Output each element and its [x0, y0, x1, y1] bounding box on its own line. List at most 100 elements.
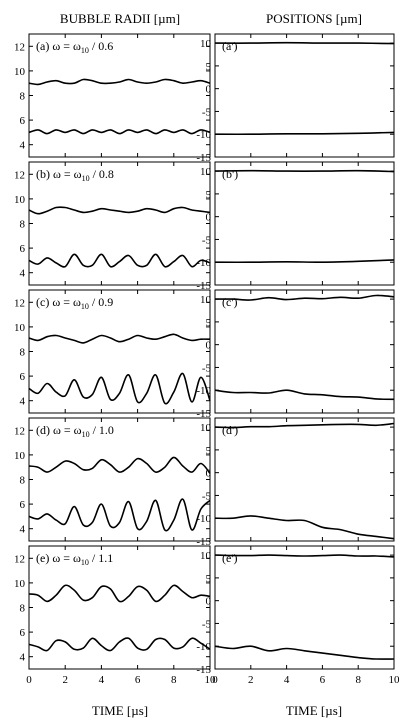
series-line-b-1 — [28, 206, 211, 215]
series-line-c-prime-1 — [214, 294, 395, 301]
x-tick-label: 8 — [171, 674, 177, 686]
y-tick-label: 4 — [20, 140, 26, 152]
left-x-axis-label: TIME [µs] — [92, 703, 148, 718]
series-line-e-prime-1 — [214, 554, 395, 558]
panel-c: 4 6 8 10 12 (c) ω = ω10 / 0.9 — [14, 289, 211, 414]
y-tick-label: 5 — [206, 573, 212, 585]
y-tick-label: -10 — [196, 385, 211, 397]
x-tick-label: 6 — [135, 674, 141, 686]
x-tick-label: 10 — [205, 674, 217, 686]
y-tick-label: 4 — [20, 268, 26, 280]
y-tick-label: -15 — [196, 408, 211, 420]
panel-frame-d-prime — [214, 417, 395, 542]
y-tick-label: -10 — [196, 513, 211, 525]
series-line-a-2 — [28, 129, 211, 135]
y-tick-label: 6 — [20, 627, 26, 639]
panel-frame-a-prime — [214, 33, 395, 158]
y-tick-label: 5 — [206, 189, 212, 201]
series-line-c-prime-2 — [214, 389, 395, 401]
y-tick-label: -5 — [202, 490, 212, 502]
y-tick-label: 10 — [14, 194, 26, 206]
y-tick-label: 5 — [206, 317, 212, 329]
y-tick-label: 0 — [206, 84, 212, 96]
y-tick-label: -15 — [196, 664, 211, 676]
y-tick-label: 10 — [200, 294, 212, 306]
series-line-d-1 — [28, 456, 211, 474]
y-tick-label: 12 — [14, 169, 25, 181]
right-x-axis-label: TIME [µs] — [286, 703, 342, 718]
y-tick-label: 8 — [20, 347, 26, 359]
series-line-e-1 — [28, 584, 211, 603]
panel-label-a: (a) ω = ω10 / 0.6 — [36, 39, 113, 55]
y-tick-label: 6 — [20, 243, 26, 255]
series-line-a-1 — [28, 78, 211, 86]
y-tick-label: -5 — [202, 106, 212, 118]
y-tick-label: 12 — [14, 41, 25, 53]
panel-a-prime: -15 -10 -5 0 5 10 (a') — [196, 33, 395, 164]
series-line-b-2 — [28, 253, 211, 268]
series-line-b-prime-2 — [214, 259, 395, 264]
y-tick-label: 12 — [14, 425, 25, 437]
panel-label-c-prime: (c') — [222, 295, 237, 309]
y-tick-label: -15 — [196, 152, 211, 164]
panel-c-prime: -15 -10 -5 0 5 10 (c') — [196, 289, 395, 420]
x-tick-label: 0 — [212, 674, 218, 686]
series-line-e-2 — [28, 637, 211, 652]
series-line-d-2 — [28, 498, 211, 532]
panel-label-d-prime: (d') — [222, 423, 238, 437]
y-tick-label: -10 — [196, 129, 211, 141]
series-line-a-prime-2 — [214, 131, 395, 136]
y-tick-label: 5 — [206, 61, 212, 73]
y-tick-label: 8 — [20, 219, 26, 231]
panel-label-c: (c) ω = ω10 / 0.9 — [36, 295, 113, 311]
y-tick-label: 10 — [200, 38, 212, 50]
x-tick-label: 10 — [389, 674, 401, 686]
panel-label-b: (b) ω = ω10 / 0.8 — [36, 167, 114, 183]
right-column-title: POSITIONS [µm] — [266, 11, 362, 26]
series-line-d-prime-1 — [214, 422, 395, 429]
panel-label-b-prime: (b') — [222, 167, 238, 181]
y-tick-label: -10 — [196, 257, 211, 269]
y-tick-label: 10 — [14, 322, 26, 334]
series-line-b-prime-1 — [214, 169, 395, 173]
panel-d: 4 6 8 10 12 (d) ω = ω10 / 1.0 — [14, 417, 211, 542]
y-tick-label: -10 — [196, 641, 211, 653]
y-tick-label: 8 — [20, 475, 26, 487]
y-tick-label: 6 — [20, 115, 26, 127]
y-tick-label: 8 — [20, 91, 26, 103]
y-tick-label: 5 — [206, 445, 212, 457]
y-tick-label: -5 — [202, 234, 212, 246]
y-tick-label: 10 — [200, 550, 212, 562]
panel-label-a-prime: (a') — [222, 39, 237, 53]
left-column-title: BUBBLE RADII [µm] — [60, 11, 180, 26]
y-tick-label: 10 — [14, 66, 26, 78]
y-tick-label: 4 — [20, 396, 26, 408]
panel-grid: 4 6 8 10 12 (a) ω = ω10 / 0.6 -15 -10 -5 0 5 10 (a')… — [14, 33, 401, 686]
y-tick-label: -15 — [196, 536, 211, 548]
panel-frame-c-prime — [214, 289, 395, 414]
y-tick-label: 6 — [20, 499, 26, 511]
y-tick-label: 0 — [206, 340, 212, 352]
x-tick-label: 2 — [62, 674, 68, 686]
y-tick-label: 10 — [200, 422, 212, 434]
series-line-e-prime-2 — [214, 645, 395, 660]
series-line-c-2 — [28, 372, 211, 405]
panel-frame-b-prime — [214, 161, 395, 286]
y-tick-label: 10 — [14, 578, 26, 590]
series-line-d-prime-2 — [214, 515, 395, 540]
series-line-c-1 — [28, 333, 211, 344]
y-tick-label: 4 — [20, 652, 26, 664]
y-tick-label: 8 — [20, 603, 26, 615]
panel-label-e: (e) ω = ω10 / 1.1 — [36, 551, 113, 567]
y-tick-label: 4 — [20, 524, 26, 536]
series-line-a-prime-1 — [214, 41, 395, 45]
panel-a: 4 6 8 10 12 (a) ω = ω10 / 0.6 — [14, 33, 211, 158]
x-tick-label: 2 — [248, 674, 254, 686]
y-tick-label: -5 — [202, 618, 212, 630]
x-tick-label: 6 — [320, 674, 326, 686]
y-tick-label: 12 — [14, 553, 25, 565]
y-tick-label: 6 — [20, 371, 26, 383]
panel-b-prime: -15 -10 -5 0 5 10 (b') — [196, 161, 395, 292]
